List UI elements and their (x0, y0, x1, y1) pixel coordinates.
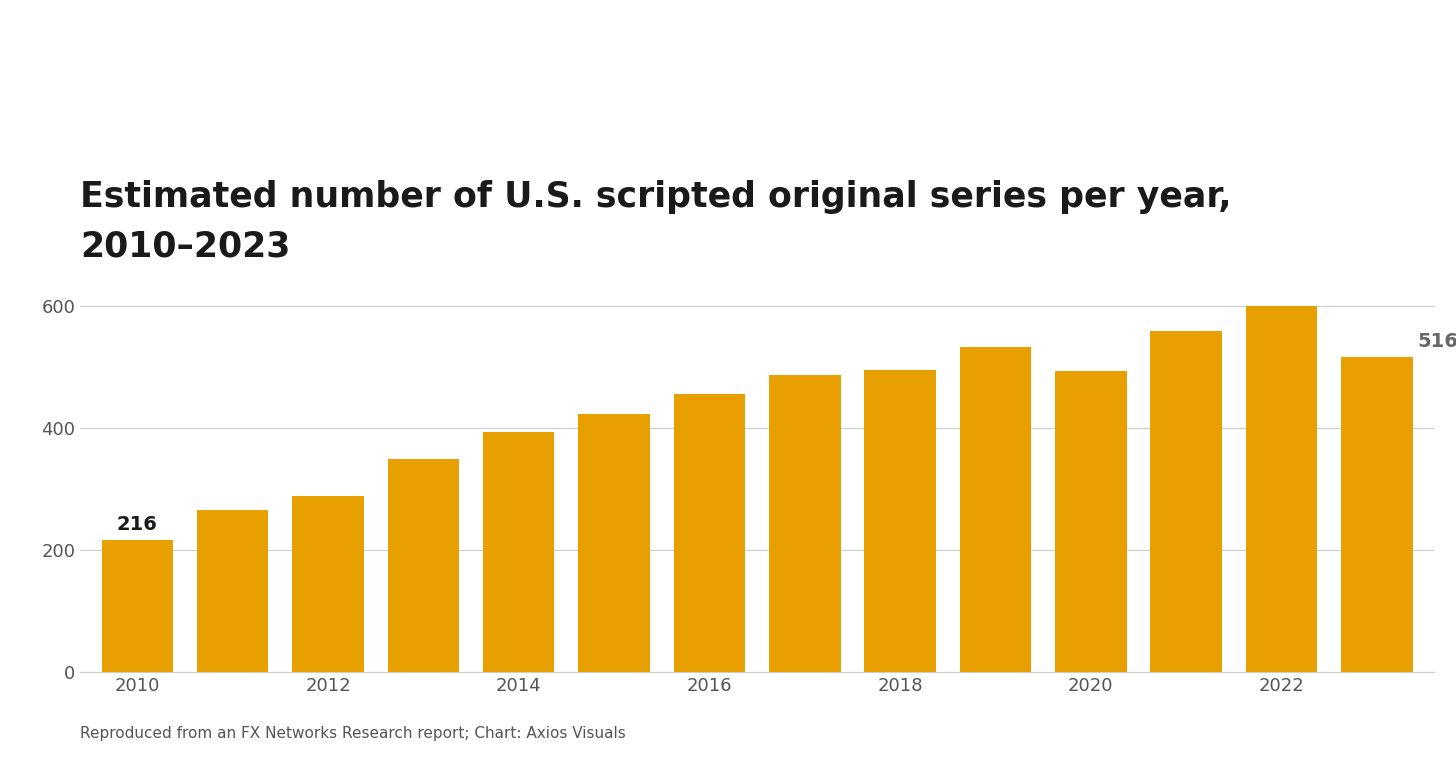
Bar (483, 432, 555, 672)
Bar (102, 540, 173, 672)
Bar (1246, 306, 1318, 672)
Bar (387, 459, 459, 672)
Bar (960, 347, 1031, 672)
Bar (865, 370, 936, 672)
Bar (1341, 357, 1412, 672)
Bar (769, 374, 840, 672)
Bar (293, 497, 364, 672)
Bar (197, 510, 268, 672)
Text: 216: 216 (116, 515, 157, 534)
Bar (1150, 331, 1222, 672)
Text: Estimated number of U.S. scripted original series per year,: Estimated number of U.S. scripted origin… (80, 180, 1232, 214)
Text: 516: 516 (1417, 332, 1456, 351)
Text: Reproduced from an FX Networks Research report; Chart: Axios Visuals: Reproduced from an FX Networks Research … (80, 726, 626, 741)
Bar (674, 394, 745, 672)
Text: 2010–2023: 2010–2023 (80, 229, 290, 264)
Bar (578, 414, 649, 672)
Bar (1056, 371, 1127, 672)
